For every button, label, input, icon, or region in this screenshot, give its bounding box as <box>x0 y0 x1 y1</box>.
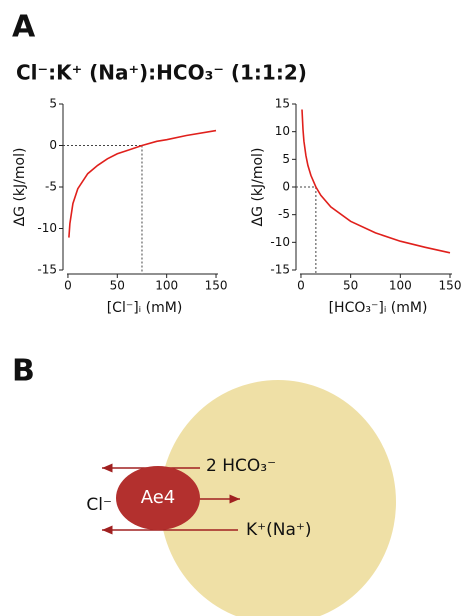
x-tick-label: 0 <box>64 279 72 293</box>
y-tick-label: -5 <box>45 180 57 194</box>
y-tick-label: -10 <box>270 235 290 249</box>
figure-title: Cl⁻:K⁺ (Na⁺):HCO₃⁻ (1:1:2) <box>16 61 307 85</box>
x-axis-label: [HCO₃⁻]ᵢ (mM) <box>329 300 428 316</box>
data-line <box>68 129 217 238</box>
cell <box>160 380 396 616</box>
y-tick-label: 0 <box>49 138 57 152</box>
panel-label: A <box>12 10 36 45</box>
y-tick-label: 15 <box>275 97 290 111</box>
y-tick-label: 5 <box>282 152 290 166</box>
ion-label: 2 HCO₃⁻ <box>206 456 276 476</box>
x-tick-label: 0 <box>297 279 305 293</box>
x-tick-label: 50 <box>343 279 358 293</box>
y-tick-label: -5 <box>278 207 290 221</box>
ion-label: Cl⁻ <box>86 495 112 515</box>
x-tick-label: 100 <box>155 279 178 293</box>
x-tick-label: 100 <box>389 279 412 293</box>
panel-label: B <box>12 354 35 389</box>
y-axis-label: ΔG (kJ/mol) <box>12 148 28 227</box>
x-tick-label: 150 <box>439 279 462 293</box>
x-axis-label: [Cl⁻]ᵢ (mM) <box>107 300 183 316</box>
x-tick-label: 150 <box>205 279 228 293</box>
y-tick-label: -15 <box>37 263 57 277</box>
y-tick-label: -15 <box>270 263 290 277</box>
transporter-label: Ae4 <box>141 487 176 508</box>
y-axis-label: ΔG (kJ/mol) <box>250 148 266 227</box>
y-tick-label: 10 <box>275 124 290 138</box>
transporter <box>116 466 200 530</box>
data-line <box>301 109 451 254</box>
y-tick-label: 5 <box>49 97 57 111</box>
y-tick-label: 0 <box>282 180 290 194</box>
x-tick-label: 50 <box>110 279 125 293</box>
y-tick-label: -10 <box>37 221 57 235</box>
ion-label: K⁺(Na⁺) <box>246 520 312 540</box>
